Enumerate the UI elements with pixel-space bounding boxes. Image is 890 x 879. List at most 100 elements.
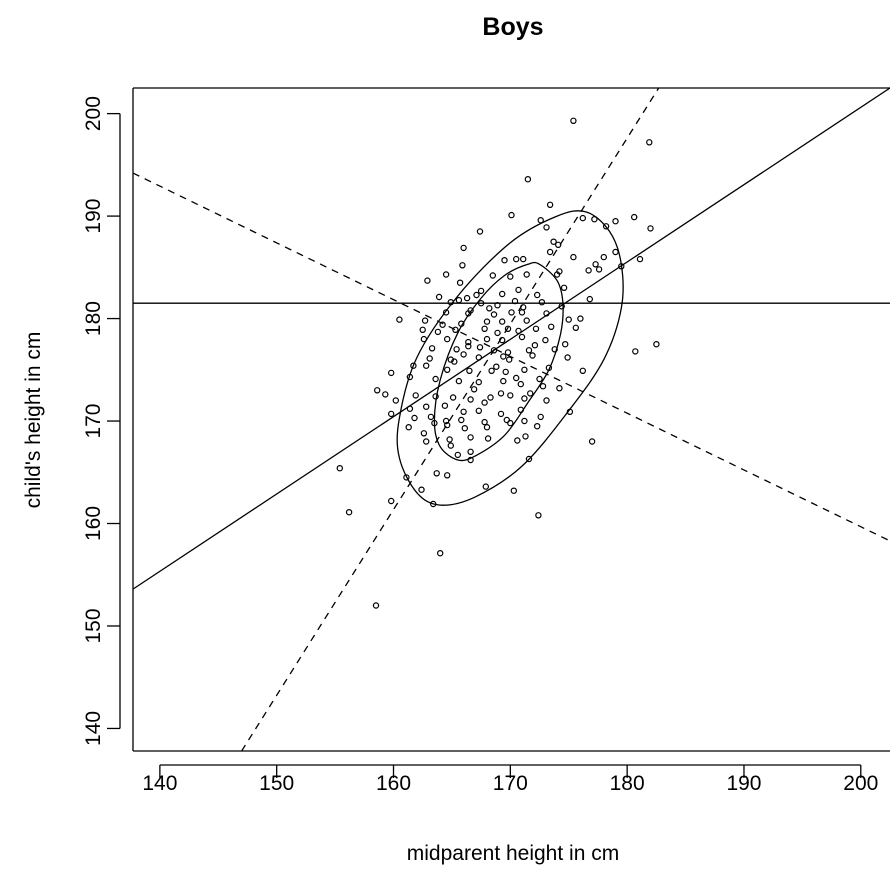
data-point — [520, 255, 527, 263]
data-point — [442, 309, 450, 316]
data-point — [418, 486, 425, 493]
data-point — [546, 201, 554, 208]
data-point — [536, 375, 543, 383]
data-point — [602, 223, 610, 230]
data-point — [504, 349, 512, 356]
data-point — [577, 315, 584, 322]
data-point — [437, 550, 444, 557]
data-point — [475, 407, 482, 414]
data-point — [506, 356, 513, 363]
data-point — [497, 410, 505, 418]
data-point — [458, 416, 465, 424]
data-point — [455, 296, 463, 304]
data-point — [403, 474, 410, 481]
data-point — [591, 215, 598, 223]
data-point — [456, 279, 464, 286]
data-point — [579, 367, 587, 374]
data-point — [542, 336, 549, 344]
data-point — [525, 347, 533, 354]
regression-line-2 — [241, 88, 660, 751]
data-point — [428, 345, 436, 352]
data-point — [570, 253, 577, 261]
data-point — [494, 329, 501, 337]
data-point — [452, 326, 459, 333]
data-point — [432, 393, 439, 400]
data-point — [564, 354, 571, 361]
data-point — [497, 390, 505, 397]
data-point — [470, 386, 478, 393]
data-point — [653, 341, 660, 348]
data-point — [460, 244, 467, 252]
data-point — [562, 341, 569, 348]
data-point — [382, 391, 389, 398]
data-point — [475, 354, 482, 361]
data-point — [515, 286, 522, 294]
data-point — [513, 255, 520, 263]
data-point — [579, 214, 587, 222]
data-point — [412, 392, 419, 399]
data-point — [592, 261, 599, 268]
data-point — [388, 497, 395, 505]
data-point — [465, 338, 472, 346]
data-point — [420, 430, 428, 437]
data-point — [410, 362, 417, 369]
data-point — [508, 309, 515, 316]
data-point — [374, 387, 381, 394]
data-point — [372, 602, 380, 609]
data-point — [513, 374, 520, 382]
data-point — [477, 287, 485, 295]
data-point — [588, 438, 596, 445]
data-point — [550, 238, 557, 245]
data-point — [423, 362, 430, 369]
data-point — [463, 294, 471, 302]
y-tick-label: 150 — [82, 608, 105, 643]
data-point — [444, 335, 451, 343]
data-point — [490, 311, 498, 318]
data-point — [538, 299, 546, 306]
data-point — [537, 216, 544, 224]
outer-contour-ellipse — [396, 210, 624, 506]
data-point — [556, 385, 563, 392]
x-tick-label: 170 — [493, 772, 528, 795]
data-point — [396, 316, 403, 323]
data-point — [499, 318, 506, 325]
data-point — [483, 318, 491, 325]
data-point — [406, 373, 414, 381]
data-point — [460, 408, 467, 415]
data-point — [636, 255, 644, 263]
data-point — [534, 291, 541, 299]
data-point — [419, 326, 426, 333]
data-point — [566, 408, 574, 415]
data-point — [494, 302, 501, 309]
data-point — [537, 413, 544, 421]
regression-line-1 — [133, 88, 890, 590]
data-point — [336, 465, 343, 472]
data-point — [467, 307, 474, 314]
data-point — [483, 424, 491, 431]
data-point — [517, 380, 525, 388]
data-point — [521, 417, 528, 425]
data-point — [585, 267, 592, 274]
x-tick-label: 150 — [259, 772, 294, 795]
data-point — [521, 395, 528, 402]
data-point — [504, 325, 512, 332]
y-tick-label: 160 — [82, 506, 105, 541]
x-tick-label: 190 — [726, 772, 761, 795]
data-point — [461, 425, 468, 432]
data-point — [539, 383, 547, 390]
data-point — [551, 346, 558, 353]
data-point — [426, 355, 433, 362]
data-point — [527, 390, 534, 397]
data-point — [444, 421, 451, 429]
data-point — [546, 248, 554, 256]
data-point — [508, 211, 515, 219]
data-point — [487, 394, 494, 401]
data-point — [473, 291, 480, 299]
data-point — [459, 262, 466, 269]
data-point — [488, 367, 495, 374]
data-point — [432, 375, 439, 383]
data-point — [486, 305, 493, 312]
data-point — [545, 364, 553, 371]
data-point — [572, 324, 580, 331]
